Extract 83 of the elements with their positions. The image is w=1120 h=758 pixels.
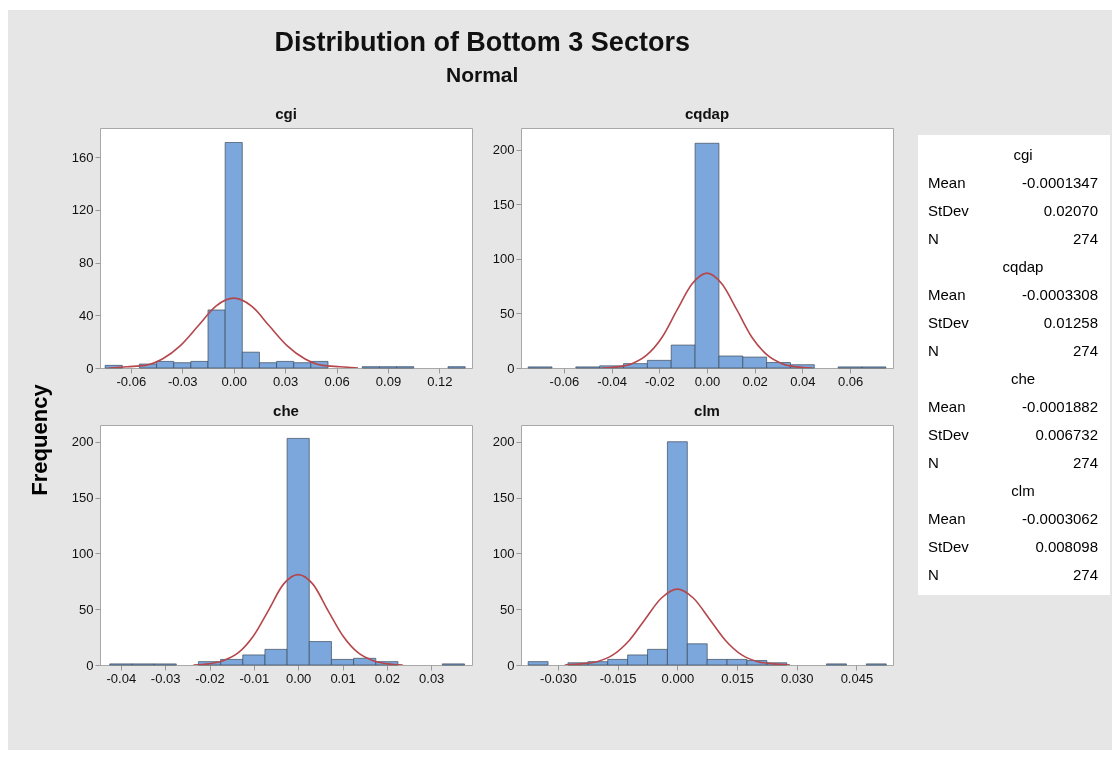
- y-tick-label: 0: [86, 360, 94, 376]
- y-tick-label: 50: [79, 601, 94, 617]
- y-tick-label: 200: [492, 142, 515, 158]
- chart-title: cgi: [275, 105, 297, 122]
- y-tick-label: 40: [79, 307, 94, 323]
- text: N: [928, 565, 939, 585]
- y-tick-label: 160: [71, 149, 94, 165]
- x-tick-label: -0.02: [195, 670, 225, 686]
- text: 0.02070: [1043, 201, 1098, 221]
- text: 0.008098: [1035, 537, 1098, 557]
- x-tick-label: -0.015: [599, 670, 637, 686]
- text: -0.0003062: [1022, 509, 1098, 529]
- text: Mean: [928, 397, 966, 417]
- y-tick-label: 120: [71, 202, 94, 218]
- y-tick-label: 150: [492, 196, 515, 212]
- y-tick-label: 50: [500, 305, 515, 321]
- text: 0.006732: [1035, 425, 1098, 445]
- x-tick-label: 0.030: [780, 670, 814, 686]
- text: -0.0001882: [1022, 397, 1098, 417]
- x-tick-label: -0.04: [106, 670, 137, 686]
- y-tick-label: 150: [492, 490, 515, 506]
- text: Mean: [928, 285, 966, 305]
- text: N: [928, 341, 939, 361]
- chart-title: cqdap: [684, 105, 730, 122]
- x-tick-label: -0.06: [116, 373, 147, 389]
- chart-title: clm: [694, 402, 720, 419]
- text: -0.0001347: [1022, 173, 1098, 193]
- x-tick-label: -0.02: [644, 373, 675, 389]
- text: N: [928, 453, 939, 473]
- x-tick-label: 0.02: [374, 670, 401, 686]
- text: che: [1009, 369, 1037, 389]
- y-tick-label: 150: [71, 490, 94, 506]
- x-tick-label: 0.000: [661, 670, 695, 686]
- x-tick-label: 0.00: [221, 373, 247, 389]
- x-tick-label: 0.02: [742, 373, 768, 389]
- text: clm: [1010, 481, 1036, 501]
- x-tick-label: -0.04: [597, 373, 627, 389]
- x-tick-label: 0.12: [427, 373, 453, 389]
- x-tick-label: 0.03: [272, 373, 299, 389]
- x-tick-label: 0.03: [419, 670, 445, 686]
- x-tick-label: 0.06: [837, 373, 864, 389]
- y-tick-label: 200: [71, 434, 94, 450]
- x-tick-label: 0.09: [375, 373, 402, 389]
- text: Mean: [928, 509, 966, 529]
- y-tick-label: 0: [507, 657, 515, 673]
- text: cgi: [1012, 145, 1034, 165]
- y-tick-label: 80: [79, 255, 94, 271]
- text: Mean: [928, 173, 966, 193]
- chart-title: che: [273, 402, 299, 419]
- text: Distribution of Bottom 3 Sectors: [274, 26, 690, 57]
- text: 0.01258: [1043, 313, 1098, 333]
- text: 274: [1072, 453, 1098, 473]
- x-tick-label: -0.03: [167, 373, 198, 389]
- x-tick-label: -0.030: [540, 670, 577, 686]
- text: 274: [1072, 229, 1098, 249]
- y-tick-label: 50: [500, 601, 515, 617]
- x-tick-label: -0.06: [549, 373, 580, 389]
- text: StDev: [928, 313, 969, 333]
- text: Normal: [445, 62, 519, 86]
- text: StDev: [928, 425, 969, 445]
- text: 274: [1072, 565, 1098, 585]
- text: N: [928, 229, 939, 249]
- y-tick-label: 100: [492, 545, 515, 561]
- x-tick-label: 0.015: [721, 670, 754, 686]
- x-tick-label: -0.01: [239, 670, 270, 686]
- y-tick-label: 0: [507, 360, 515, 376]
- y-tick-label: 200: [492, 434, 515, 450]
- x-tick-label: 0.00: [286, 670, 312, 686]
- x-tick-label: -0.03: [150, 670, 181, 686]
- x-tick-label: 0.06: [324, 373, 350, 389]
- text: StDev: [928, 537, 969, 557]
- x-tick-label: 0.045: [840, 670, 874, 686]
- x-tick-label: 0.01: [330, 670, 356, 686]
- text: 274: [1072, 341, 1098, 361]
- x-tick-label: 0.04: [790, 373, 816, 389]
- y-tick-label: 0: [86, 657, 94, 673]
- text: cqdap: [1001, 257, 1045, 277]
- y-tick-label: 100: [492, 251, 515, 267]
- x-tick-label: 0.00: [694, 373, 721, 389]
- text: Frequency: [27, 384, 53, 496]
- text: StDev: [928, 201, 969, 221]
- y-tick-label: 100: [71, 545, 94, 561]
- text: -0.0003308: [1022, 285, 1098, 305]
